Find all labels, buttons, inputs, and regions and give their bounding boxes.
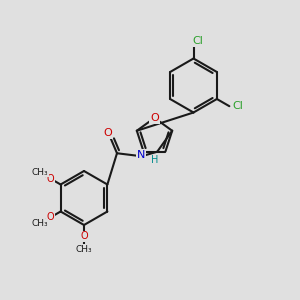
Text: O: O	[103, 128, 112, 138]
Text: CH₃: CH₃	[32, 219, 48, 228]
Text: Cl: Cl	[232, 101, 243, 111]
Text: CH₃: CH₃	[32, 168, 48, 177]
Text: N: N	[137, 150, 145, 160]
Text: H: H	[151, 155, 158, 165]
Text: O: O	[47, 174, 55, 184]
Text: O: O	[80, 231, 88, 242]
Text: O: O	[47, 212, 55, 222]
Text: O: O	[150, 113, 159, 123]
Text: Cl: Cl	[193, 36, 203, 46]
Text: CH₃: CH₃	[76, 244, 92, 253]
